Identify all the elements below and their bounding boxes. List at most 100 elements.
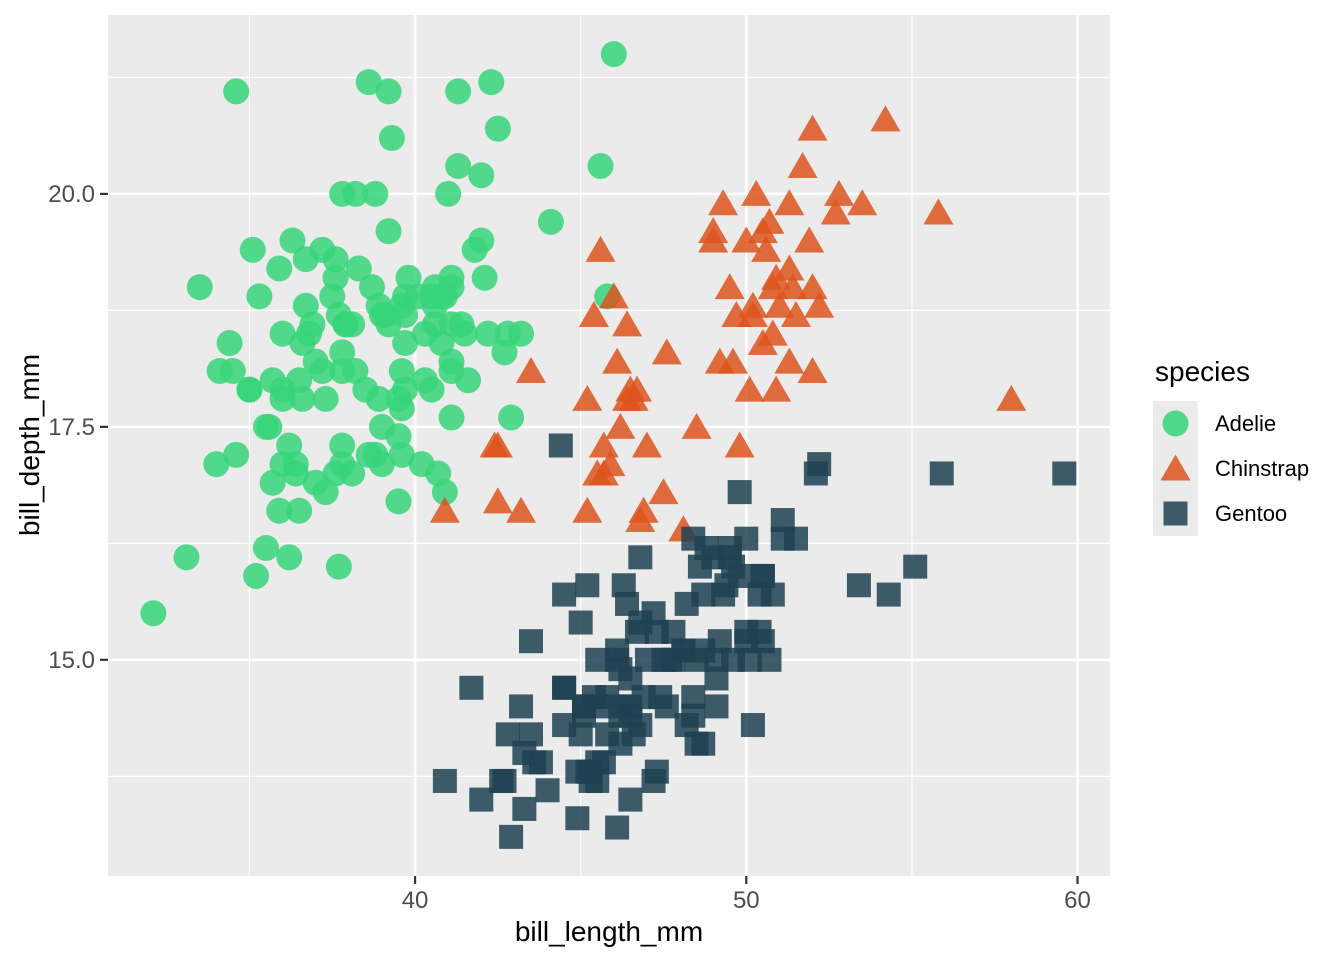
data-point-chinstrap (741, 179, 772, 206)
y-tick-label: 20.0 (48, 181, 95, 208)
data-point-chinstrap (847, 189, 878, 216)
data-point-adelie (445, 152, 472, 179)
data-point-chinstrap (794, 226, 825, 253)
data-point-chinstrap (797, 356, 828, 383)
data-point-adelie (256, 413, 283, 440)
data-point-adelie (411, 320, 438, 347)
data-point-adelie (392, 376, 419, 403)
data-point-adelie (418, 376, 445, 403)
circle-marker-icon (1162, 410, 1189, 437)
data-point-adelie (223, 441, 250, 468)
data-point-chinstrap (761, 375, 792, 402)
data-point-chinstrap (804, 291, 835, 318)
data-point-adelie (388, 441, 415, 468)
data-point-adelie (491, 339, 518, 366)
data-point-adelie (329, 432, 356, 459)
data-point-gentoo (618, 787, 643, 812)
data-point-gentoo (432, 768, 457, 793)
data-point-gentoo (727, 480, 752, 505)
data-point-adelie (345, 255, 372, 282)
data-point-gentoo (674, 591, 699, 616)
data-point-adelie (392, 302, 419, 329)
data-point-chinstrap (605, 412, 636, 439)
data-point-adelie (435, 180, 462, 207)
data-point-gentoo (509, 694, 534, 719)
data-point-gentoo (681, 703, 706, 728)
data-point-adelie (445, 78, 472, 105)
y-tick-label: 15.0 (48, 647, 95, 674)
data-point-chinstrap (737, 301, 768, 328)
data-point-chinstrap (506, 496, 537, 523)
data-point-gentoo (512, 741, 537, 765)
x-tick-label: 50 (733, 887, 760, 914)
data-point-adelie (243, 562, 270, 589)
data-point-chinstrap (648, 478, 679, 505)
data-point-adelie (296, 320, 323, 347)
data-point-adelie (425, 460, 452, 487)
data-point-gentoo (651, 647, 676, 672)
data-point-gentoo (512, 796, 537, 821)
y-axis-title: bill_depth_mm (14, 353, 45, 537)
data-point-adelie (325, 553, 352, 580)
data-point-adelie (471, 264, 498, 291)
legend-label-chinstrap: Chinstrap (1215, 455, 1310, 481)
data-point-adelie (385, 488, 412, 515)
legend-entry-adelie: Adelie (1153, 401, 1309, 446)
data-point-chinstrap (708, 189, 739, 216)
data-point-adelie (478, 69, 505, 96)
data-point-adelie (461, 236, 488, 263)
data-point-adelie (587, 152, 614, 179)
data-point-chinstrap (797, 273, 828, 300)
data-point-adelie (468, 162, 495, 189)
data-point-gentoo (704, 694, 729, 719)
data-point-chinstrap (774, 189, 805, 216)
data-point-chinstrap (731, 226, 762, 253)
data-point-adelie (362, 180, 389, 207)
data-point-chinstrap (780, 301, 811, 328)
data-point-chinstrap (724, 431, 755, 458)
data-point-chinstrap (787, 151, 818, 178)
data-point-chinstrap (429, 496, 460, 523)
data-point-chinstrap (996, 384, 1027, 411)
data-point-adelie (302, 348, 329, 375)
data-point-gentoo (661, 619, 686, 644)
data-point-gentoo (552, 582, 577, 607)
data-point-chinstrap (681, 412, 712, 439)
data-point-chinstrap (718, 347, 749, 374)
legend-key-adelie (1153, 401, 1198, 446)
data-point-chinstrap (482, 487, 513, 514)
data-point-chinstrap (612, 310, 643, 337)
data-point-gentoo (714, 573, 739, 598)
data-point-adelie (368, 451, 395, 478)
data-point-adelie (322, 264, 349, 291)
legend-entry-chinstrap: Chinstrap (1153, 446, 1309, 491)
legend-label-adelie: Adelie (1215, 410, 1277, 436)
data-point-adelie (186, 274, 213, 301)
data-point-adelie (239, 236, 266, 263)
data-point-chinstrap (612, 384, 643, 411)
data-point-adelie (329, 357, 356, 384)
data-point-adelie (309, 236, 336, 263)
data-point-adelie (498, 404, 525, 431)
data-point-adelie (236, 376, 263, 403)
data-point-gentoo (615, 591, 640, 616)
triangle-marker-icon (1160, 454, 1191, 481)
data-point-gentoo (876, 582, 901, 607)
data-point-chinstrap (572, 384, 603, 411)
data-point-adelie (537, 208, 564, 235)
legend: species Adelie Chinstrap (1153, 356, 1309, 536)
data-point-adelie (276, 544, 303, 571)
data-point-chinstrap (734, 375, 765, 402)
data-point-chinstrap (714, 273, 745, 300)
data-point-adelie (312, 385, 339, 412)
data-point-chinstrap (757, 273, 788, 300)
data-point-adelie (368, 413, 395, 440)
data-point-adelie (279, 227, 306, 254)
data-point-gentoo (704, 647, 729, 672)
data-point-chinstrap (820, 198, 851, 225)
data-point-gentoo (747, 582, 772, 607)
data-point-chinstrap (797, 114, 828, 141)
data-point-chinstrap (754, 207, 785, 234)
data-point-chinstrap (698, 217, 729, 244)
